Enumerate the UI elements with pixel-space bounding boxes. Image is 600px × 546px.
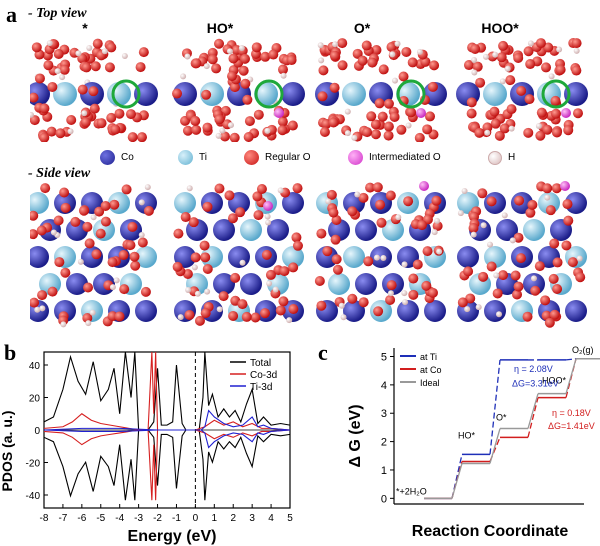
energy-connector-line bbox=[489, 359, 501, 455]
active-site-ring bbox=[254, 79, 284, 109]
ti-overpotential-label: η = 2.08V bbox=[514, 364, 553, 374]
intermediated-o-atom-icon bbox=[348, 150, 363, 165]
state-label-ho: HO* bbox=[458, 430, 476, 440]
energy-connector-line bbox=[451, 454, 463, 499]
pdos-x-tick-label: -4 bbox=[115, 513, 124, 524]
panel-c-letter: c bbox=[318, 340, 328, 365]
state-label-hoo: HOO* bbox=[542, 376, 567, 386]
free-energy-legend-label: at Ti bbox=[420, 352, 437, 362]
legend-ti: Ti bbox=[178, 150, 244, 165]
pdos-x-tick-label: -3 bbox=[134, 513, 143, 524]
state-label-hoo: HOO* bbox=[481, 20, 519, 36]
energy-connector-line bbox=[451, 463, 463, 499]
pdos-legend-label: Co-3d bbox=[250, 370, 277, 381]
top-view-label: - Top view bbox=[28, 6, 87, 21]
active-site-ring bbox=[541, 79, 571, 109]
ti-atom-icon bbox=[178, 150, 193, 165]
pdos-chart: PDOS (a. u.) Energy (eV) -8 -7 -6 -5 -4 -3 -2-… bbox=[0, 351, 293, 545]
panel-a-letter: a bbox=[6, 2, 17, 27]
legend-intermediated-o: Intermediated O bbox=[348, 150, 488, 165]
pdos-series-line-co-3d bbox=[43, 351, 291, 431]
state-label-start: *+2H₂O bbox=[396, 486, 427, 496]
energy-connector-line bbox=[527, 397, 539, 438]
pdos-x-tick-label: -6 bbox=[77, 513, 86, 524]
pdos-y-tick-label: -20 bbox=[26, 459, 41, 470]
state-label-o2: O₂(g) bbox=[572, 345, 594, 355]
legend-regular-o: Regular O bbox=[244, 150, 348, 165]
side-view-structure bbox=[314, 181, 446, 322]
free-energy-y-tick-label: 3 bbox=[381, 408, 387, 420]
free-energy-chart: Δ G (eV) Reaction Coordinate 0 1 2 3 4 5 at Ti… bbox=[347, 345, 600, 540]
side-view-structure bbox=[457, 181, 587, 328]
top-view-structure bbox=[172, 38, 305, 142]
side-view-structure bbox=[172, 183, 304, 326]
state-label-ho: HO* bbox=[206, 20, 234, 36]
pdos-x-tick-label: -8 bbox=[40, 513, 49, 524]
top-view-structure bbox=[315, 38, 447, 142]
h-atom-icon bbox=[488, 150, 502, 165]
energy-connector-line bbox=[565, 358, 577, 361]
pdos-x-tick-label: -2 bbox=[153, 513, 162, 524]
free-energy-x-axis-label: Reaction Coordinate bbox=[412, 523, 569, 540]
side-view-label: - Side view bbox=[28, 166, 91, 181]
state-label-o: O* bbox=[496, 413, 507, 423]
legend-co: Co bbox=[100, 150, 178, 165]
energy-connector-line bbox=[565, 358, 577, 394]
pdos-legend-label: Ti-3d bbox=[250, 382, 272, 393]
free-energy-y-tick-label: 2 bbox=[381, 437, 387, 449]
pdos-x-tick-label: 1 bbox=[212, 513, 218, 524]
free-energy-y-tick-label: 0 bbox=[381, 493, 387, 505]
energy-connector-line bbox=[527, 393, 539, 429]
pdos-x-axis-label: Energy (eV) bbox=[128, 528, 217, 545]
free-energy-y-tick-label: 1 bbox=[381, 465, 387, 477]
pdos-series-line-ti-3d bbox=[43, 409, 291, 431]
panel-b-letter: b bbox=[4, 340, 17, 365]
pdos-x-tick-label: 4 bbox=[268, 513, 274, 524]
top-view-structures bbox=[30, 38, 588, 142]
pdos-x-tick-label: 2 bbox=[230, 513, 236, 524]
free-energy-legend-label: Ideal bbox=[420, 378, 440, 388]
pdos-x-tick-label: -1 bbox=[172, 513, 181, 524]
pdos-y-tick-label: -40 bbox=[26, 491, 41, 502]
co-atom-icon bbox=[100, 150, 115, 165]
free-energy-legend-label: at Co bbox=[420, 365, 442, 375]
pdos-x-tick-label: 5 bbox=[287, 513, 293, 524]
active-site-ring bbox=[396, 79, 426, 109]
side-view-structures bbox=[30, 181, 587, 328]
co-overpotential-label: η = 0.18V bbox=[552, 408, 591, 418]
energy-connector-line bbox=[489, 428, 501, 464]
pdos-series-line-co-3d bbox=[43, 429, 291, 501]
pdos-series-line-total bbox=[43, 429, 291, 501]
pdos-y-tick-label: 20 bbox=[29, 394, 41, 405]
pdos-series-line-ti-3d bbox=[43, 429, 291, 449]
pdos-x-tick-label: 3 bbox=[249, 513, 255, 524]
side-view-structure bbox=[30, 183, 157, 328]
pdos-legend-label: Total bbox=[250, 358, 271, 369]
pdos-x-tick-label: 0 bbox=[193, 513, 199, 524]
pdos-y-tick-label: 40 bbox=[29, 361, 41, 372]
pdos-x-tick-label: -7 bbox=[58, 513, 67, 524]
free-energy-y-axis-label: Δ G (eV) bbox=[347, 404, 364, 467]
co-delta-g-label: ΔG=1.41eV bbox=[548, 421, 595, 431]
state-label-bare: * bbox=[82, 20, 88, 36]
pdos-x-tick-label: -5 bbox=[96, 513, 105, 524]
state-label-o: O* bbox=[353, 20, 371, 36]
legend-h: H bbox=[488, 150, 515, 165]
pdos-series-line-total bbox=[43, 351, 291, 431]
atom-legend: Co Ti Regular O Intermediated O H bbox=[100, 150, 580, 165]
ti-delta-g-label: ΔG=3.31eV bbox=[512, 378, 559, 388]
pdos-y-tick-label: 0 bbox=[34, 426, 40, 437]
regular-o-atom-icon bbox=[244, 150, 259, 165]
top-view-structure bbox=[456, 38, 588, 141]
pdos-y-axis-label: PDOS (a. u.) bbox=[0, 411, 15, 492]
top-view-structure bbox=[30, 38, 158, 142]
free-energy-y-tick-label: 4 bbox=[381, 380, 387, 392]
active-site-ring bbox=[111, 79, 141, 109]
free-energy-y-tick-label: 5 bbox=[381, 352, 387, 364]
